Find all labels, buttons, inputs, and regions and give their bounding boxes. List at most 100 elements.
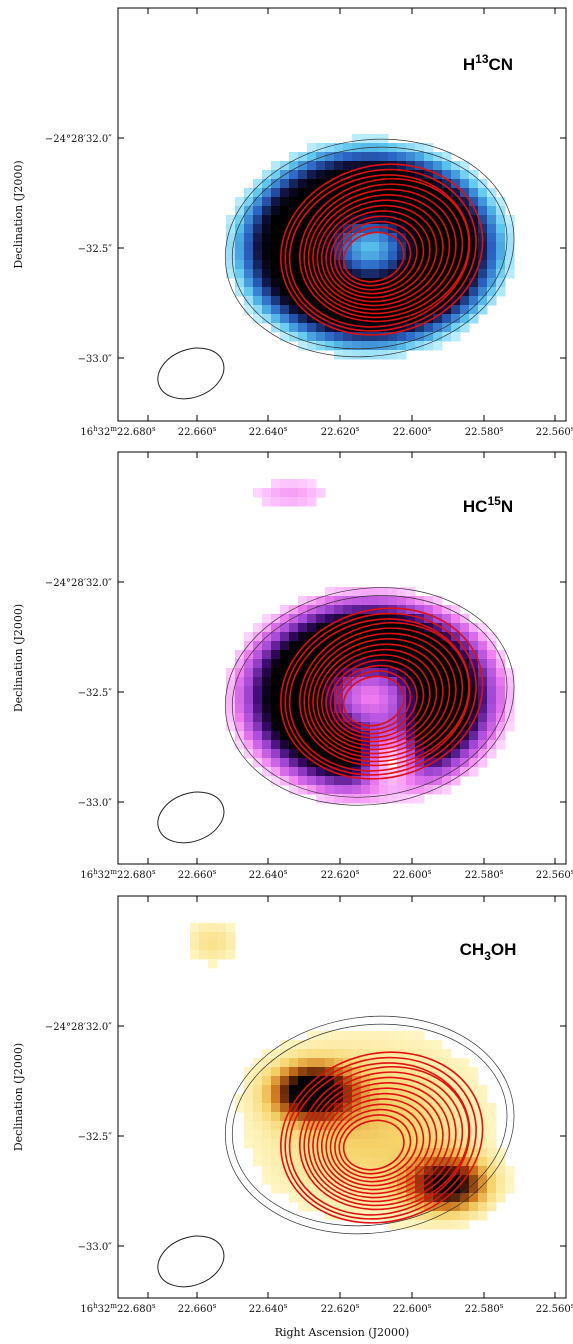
emission-pixel <box>298 1076 308 1086</box>
emission-pixel <box>235 251 245 261</box>
emission-pixel <box>370 260 380 270</box>
emission-pixel <box>262 659 272 669</box>
emission-pixel <box>289 668 299 678</box>
emission-pixel <box>289 1076 299 1086</box>
emission-pixel <box>388 251 398 261</box>
emission-pixel <box>307 479 317 489</box>
emission-pixel <box>505 1175 515 1185</box>
emission-pixel <box>370 614 380 624</box>
emission-pixel <box>226 260 236 270</box>
emission-pixel <box>352 143 362 153</box>
emission-pixel <box>487 1139 497 1149</box>
emission-pixel <box>262 668 272 678</box>
emission-pixel <box>325 668 335 678</box>
emission-pixel <box>505 251 515 261</box>
emission-pixel <box>469 1094 479 1104</box>
emission-pixel <box>433 704 443 714</box>
emission-pixel <box>397 341 407 351</box>
emission-pixel <box>433 314 443 324</box>
emission-pixel <box>496 677 506 687</box>
x-tick-label: 22.580s <box>465 1302 504 1315</box>
emission-pixel <box>199 923 209 933</box>
emission-pixel <box>352 323 362 333</box>
emission-pixel <box>415 596 425 606</box>
emission-pixel <box>433 1094 443 1104</box>
emission-pixel <box>325 776 335 786</box>
emission-pixel <box>316 1193 326 1203</box>
emission-pixel <box>325 341 335 351</box>
emission-pixel <box>289 296 299 306</box>
emission-pixel <box>370 269 380 279</box>
emission-pixel <box>469 1130 479 1140</box>
emission-pixel <box>460 740 470 750</box>
emission-pixel <box>424 143 434 153</box>
emission-pixel <box>442 713 452 723</box>
emission-pixel <box>361 785 371 795</box>
emission-pixel <box>262 740 272 750</box>
emission-pixel <box>424 1148 434 1158</box>
emission-pixel <box>316 767 326 777</box>
emission-pixel <box>361 287 371 297</box>
emission-pixel <box>352 1103 362 1113</box>
emission-pixel <box>433 623 443 633</box>
emission-pixel <box>442 776 452 786</box>
emission-pixel <box>325 650 335 660</box>
emission-pixel <box>334 215 344 225</box>
emission-pixel <box>451 659 461 669</box>
emission-pixel <box>271 1121 281 1131</box>
emission-pixel <box>352 1076 362 1086</box>
emission-pixel <box>496 686 506 696</box>
emission-pixel <box>289 269 299 279</box>
emission-pixel <box>307 251 317 261</box>
emission-pixel <box>244 1139 254 1149</box>
emission-pixel <box>271 287 281 297</box>
emission-pixel <box>433 677 443 687</box>
emission-pixel <box>325 1085 335 1095</box>
emission-pixel <box>253 1085 263 1095</box>
emission-pixel <box>280 758 290 768</box>
emission-pixel <box>307 1067 317 1077</box>
emission-pixel <box>496 269 506 279</box>
emission-pixel <box>361 605 371 615</box>
emission-pixel <box>289 1148 299 1158</box>
emission-pixel <box>307 314 317 324</box>
emission-pixel <box>424 659 434 669</box>
emission-pixel <box>505 704 515 714</box>
emission-pixel <box>361 1040 371 1050</box>
emission-pixel <box>235 1103 245 1113</box>
emission-pixel <box>244 731 254 741</box>
emission-pixel <box>424 767 434 777</box>
emission-pixel <box>505 713 515 723</box>
emission-pixel <box>370 1148 380 1158</box>
emission-pixel <box>388 794 398 804</box>
emission-pixel <box>424 323 434 333</box>
emission-pixel <box>451 641 461 651</box>
emission-pixel <box>307 242 317 252</box>
emission-pixel <box>334 314 344 324</box>
emission-pixel <box>271 314 281 324</box>
emission-pixel <box>253 659 263 669</box>
emission-pixel <box>361 722 371 732</box>
emission-pixel <box>388 659 398 669</box>
emission-pixel <box>433 1139 443 1149</box>
emission-pixel <box>217 941 227 951</box>
emission-pixel <box>424 1139 434 1149</box>
emission-pixel <box>424 215 434 225</box>
emission-pixel <box>442 767 452 777</box>
emission-pixel <box>442 170 452 180</box>
emission-pixel <box>379 332 389 342</box>
continuum-contour <box>312 638 451 755</box>
emission-pixel <box>406 269 416 279</box>
emission-pixel <box>388 287 398 297</box>
emission-pixel <box>451 179 461 189</box>
emission-pixel <box>352 260 362 270</box>
emission-pixel <box>343 1103 353 1113</box>
emission-pixel <box>361 1031 371 1041</box>
emission-pixel <box>316 740 326 750</box>
emission-pixel <box>379 695 389 705</box>
emission-pixel <box>460 749 470 759</box>
emission-pixel <box>289 1139 299 1149</box>
emission-pixel <box>406 686 416 696</box>
emission-pixel <box>280 1094 290 1104</box>
emission-pixel <box>478 704 488 714</box>
